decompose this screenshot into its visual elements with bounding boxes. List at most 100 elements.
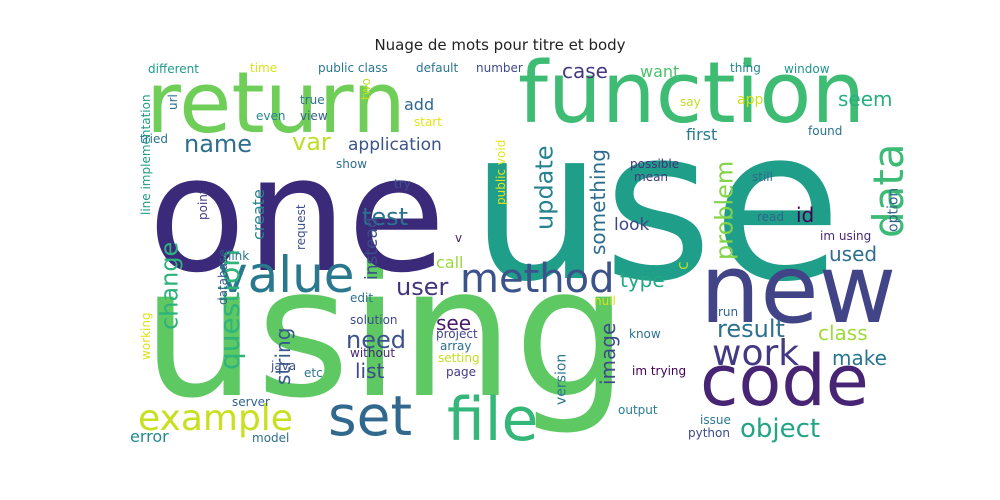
word-number: number — [476, 61, 523, 75]
word-im-using: im using — [820, 229, 871, 243]
word-model: model — [252, 431, 289, 445]
word-true: true — [300, 93, 325, 107]
word-project: project — [436, 327, 478, 341]
word-work: work — [712, 333, 799, 374]
word-instead: instead — [362, 217, 382, 280]
word-option: option — [886, 188, 902, 232]
word-null: null — [594, 294, 616, 308]
word-v: v — [455, 231, 462, 245]
word-still: still — [752, 170, 773, 184]
word-python: python — [688, 426, 730, 440]
word-used: used — [829, 242, 877, 266]
word-update: update — [531, 145, 559, 230]
word-function: function — [518, 44, 865, 143]
word-c: c — [673, 261, 692, 270]
word-url: url — [166, 94, 180, 110]
word-two: two — [359, 78, 373, 100]
word-issue: issue — [700, 413, 731, 427]
word-code: code — [700, 340, 869, 422]
word-working: working — [139, 312, 153, 360]
word-list: list — [355, 359, 385, 383]
word-class: class — [818, 321, 868, 345]
word-time: time — [250, 61, 277, 75]
word-id: id — [796, 203, 814, 227]
word-want: want — [640, 62, 679, 81]
word-set: set — [328, 384, 412, 448]
word-java: java — [270, 359, 296, 373]
word-found: found — [808, 124, 842, 138]
word-different: different — [148, 62, 199, 76]
word-value: value — [218, 246, 355, 304]
word-request: request — [294, 204, 308, 250]
word-example: example — [138, 398, 293, 439]
word-run: run — [718, 305, 738, 319]
word-page: page — [446, 365, 476, 379]
word-solution: solution — [350, 313, 398, 327]
word-even: even — [256, 109, 285, 123]
word-result: result — [717, 315, 785, 343]
word-thing: thing — [730, 61, 761, 75]
word-default: default — [416, 61, 459, 75]
word-show: show — [336, 157, 367, 171]
word-link: link — [228, 249, 249, 263]
word-say: say — [680, 95, 701, 109]
word-look: look — [614, 215, 650, 235]
word-case: case — [562, 59, 608, 83]
word-see: see — [436, 311, 471, 335]
word-im-trying: im trying — [632, 364, 686, 378]
word-public-class: public class — [318, 61, 388, 75]
word-possible: possible — [630, 157, 679, 171]
word-window: window — [784, 62, 830, 76]
word-type: type — [620, 268, 665, 292]
word-first: first — [686, 125, 717, 144]
word-version: version — [554, 354, 570, 405]
word-server: server — [232, 395, 270, 409]
chart-title: Nuage de mots pour titre et body — [374, 36, 626, 54]
word-point: point — [196, 189, 210, 220]
word-error: error — [130, 427, 169, 446]
word-mean: mean — [634, 170, 668, 184]
word-view: view — [300, 109, 328, 123]
word-question: question — [213, 249, 246, 370]
word-test: test — [362, 203, 408, 231]
word-edit: edit — [350, 291, 373, 305]
word-data: data — [864, 143, 913, 238]
word-problem: problem — [711, 161, 739, 260]
word-array: array — [440, 339, 471, 353]
word-method: method — [460, 256, 614, 302]
word-create: create — [249, 189, 268, 240]
word-user: user — [396, 273, 448, 301]
word-line-implementation: line implementation — [139, 94, 153, 215]
word-make: make — [832, 346, 887, 370]
word-add: add — [404, 95, 434, 114]
word-know: know — [629, 327, 661, 341]
word-etc: etc — [304, 366, 323, 380]
word-one: one — [148, 121, 446, 308]
word-setting: setting — [438, 351, 480, 365]
word-var: var — [292, 128, 331, 156]
word-something: something — [586, 149, 610, 255]
word-return: return — [146, 54, 406, 153]
word-output: output — [618, 403, 658, 417]
word-start: start — [414, 115, 442, 129]
word-public-void: public void — [494, 140, 508, 205]
word-try: try — [394, 177, 411, 191]
word-need: need — [346, 326, 406, 354]
word-app: app — [737, 92, 763, 108]
word-object: object — [740, 414, 820, 444]
word-application: application — [348, 135, 442, 155]
word-database: database — [216, 249, 230, 305]
word-image: image — [596, 323, 620, 385]
word-use: use — [470, 83, 842, 328]
word-name: name — [184, 130, 252, 158]
word-read: read — [757, 210, 784, 224]
word-new: new — [700, 235, 896, 345]
word-tried: tried — [140, 132, 168, 146]
word-change: change — [156, 242, 184, 330]
word-without: without — [350, 346, 395, 360]
word-seem: seem — [838, 87, 893, 111]
word-using: using — [142, 229, 628, 438]
word-string: string — [271, 328, 295, 385]
word-call: call — [436, 253, 464, 272]
